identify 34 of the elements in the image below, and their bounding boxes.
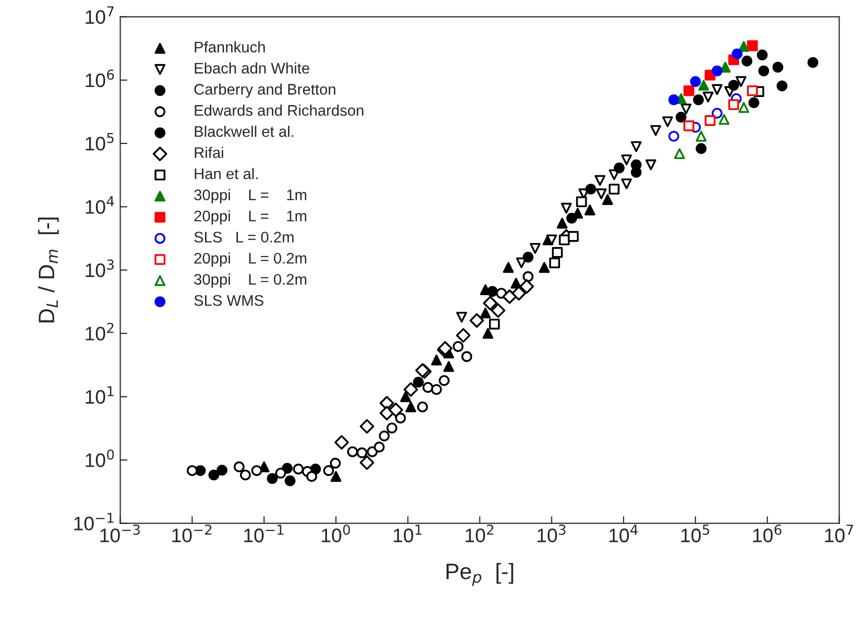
- x-tick-label: 10$^{4}$: [609, 524, 638, 542]
- y-tick-label: 10$^{6}$: [86, 69, 114, 88]
- y-tick-label: 10$^{4}$: [86, 196, 114, 214]
- x-tick-label: 10$^{6}$: [753, 524, 782, 542]
- y-axis-title: D$_{L}$ / D$_{m}$ [-]: [38, 218, 59, 322]
- y-tick-label: 10$^{5}$: [86, 132, 114, 151]
- x-tick-label: 10$^{1}$: [394, 524, 422, 542]
- legend-label: 30ppi L = 1m: [194, 189, 306, 204]
- legend-label: Edwards and Richardson: [194, 104, 364, 116]
- legend-label: Carberry and Bretton: [194, 84, 336, 98]
- x-tick-label: 10$^{0}$: [322, 524, 350, 542]
- y-tick-label: 10$^{0}$: [86, 449, 114, 468]
- x-tick-label: 10$^{2}$: [466, 524, 494, 542]
- x-tick-label: 10$^{−3}$: [100, 524, 140, 542]
- legend-label: 20ppi L = 0.2m: [194, 252, 306, 267]
- x-tick-label: 10$^{−1}$: [244, 524, 284, 542]
- x-tick-label: 10$^{3}$: [538, 524, 566, 542]
- x-tick-label: 10$^{−2}$: [172, 524, 212, 542]
- legend-label: Ebach adn White: [194, 62, 310, 74]
- legend-label: SLS WMS: [194, 295, 264, 306]
- y-tick-label: 10$^{7}$: [86, 6, 114, 24]
- x-tick-label: 10$^{5}$: [681, 524, 710, 542]
- legend-label: Pfannkuch: [194, 41, 265, 52]
- y-tick-label: 10$^{2}$: [86, 322, 114, 340]
- y-tick-label: 10$^{1}$: [86, 386, 114, 404]
- x-axis-title: Pe$_{p}$ [-]: [446, 562, 514, 586]
- legend-label: Han et al.: [194, 168, 258, 180]
- legend-label: Blackwell et al.: [194, 126, 294, 137]
- x-tick-label: 10$^{7}$: [825, 524, 853, 542]
- y-tick-label: 10$^{3}$: [86, 259, 114, 278]
- legend-label: SLS L = 0.2m: [194, 232, 294, 243]
- legend-label: 30ppi L = 0.2m: [194, 274, 306, 288]
- legend-label: 20ppi L = 1m: [194, 210, 306, 224]
- legend-label: Rifai: [194, 146, 224, 158]
